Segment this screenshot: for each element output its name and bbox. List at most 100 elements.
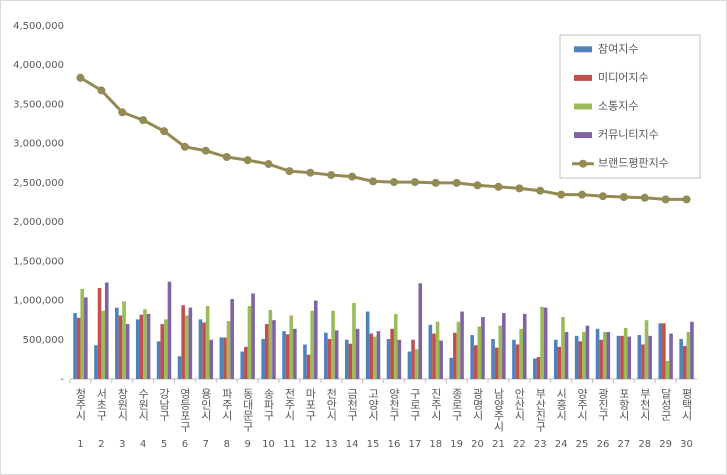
bar <box>348 343 353 379</box>
y-tick-label: 2,000,000 <box>13 217 64 228</box>
bar <box>662 323 666 379</box>
x-tick-label: 시흥시 <box>555 388 568 421</box>
line-marker <box>515 184 524 193</box>
bar <box>139 314 144 379</box>
line-marker <box>348 172 357 181</box>
bar <box>498 325 503 379</box>
bar <box>682 346 687 379</box>
line-marker <box>410 178 419 187</box>
line-marker <box>494 182 503 191</box>
bar <box>125 324 130 379</box>
y-tick-label: 4,500,000 <box>13 21 64 32</box>
bar <box>582 331 586 379</box>
line-marker <box>598 192 607 201</box>
bar <box>135 319 140 379</box>
bar <box>386 338 391 379</box>
bar <box>240 351 245 379</box>
x-tick-label: 포항시 <box>617 388 630 421</box>
x-rank-label: 18 <box>429 439 442 450</box>
bar <box>477 326 482 379</box>
bar <box>331 310 335 379</box>
x-rank-label: 23 <box>534 439 547 450</box>
x-tick-label: 청주시 <box>74 388 87 421</box>
x-tick-label: 용인시 <box>199 388 212 421</box>
x-rank-label: 5 <box>161 439 167 450</box>
x-rank-label: 10 <box>262 439 275 450</box>
line-marker <box>160 127 169 136</box>
bar <box>264 324 269 379</box>
bar <box>522 313 527 379</box>
x-tick-label: 양주시 <box>576 388 589 421</box>
bar <box>167 281 172 379</box>
bar <box>327 338 332 379</box>
bar <box>160 324 165 379</box>
x-tick-label: 수원시 <box>137 388 150 421</box>
bar <box>439 340 443 379</box>
bar <box>658 323 663 379</box>
bar <box>209 339 214 379</box>
legend-swatch <box>574 46 592 53</box>
bar <box>306 354 311 379</box>
bar <box>115 307 119 379</box>
legend-label: 브랜드평판지수 <box>598 157 669 170</box>
bar <box>289 315 294 379</box>
bar <box>533 358 537 379</box>
bar <box>470 335 474 379</box>
bar <box>198 319 203 379</box>
bar <box>272 320 276 379</box>
bar <box>585 325 590 379</box>
line-marker <box>389 178 398 187</box>
x-tick-label: 종로구 <box>450 388 463 421</box>
x-tick-label: 진주시 <box>429 388 442 421</box>
bar <box>620 335 624 379</box>
bar <box>223 337 227 379</box>
bar <box>202 322 206 379</box>
x-rank-label: 4 <box>140 439 146 450</box>
x-rank-label: 11 <box>283 439 296 450</box>
bar <box>365 311 370 379</box>
bar <box>268 309 273 379</box>
x-rank-label: 30 <box>680 439 693 450</box>
x-tick-label: 파주시 <box>220 388 233 421</box>
x-tick-label: 강남구 <box>158 388 171 421</box>
bar <box>679 338 683 379</box>
bar <box>94 345 98 379</box>
bar <box>553 339 558 379</box>
bar <box>310 310 314 379</box>
x-rank-label: 19 <box>450 439 463 450</box>
bar <box>473 345 478 379</box>
bar <box>177 356 182 379</box>
y-tick-label: 2,500,000 <box>13 178 64 189</box>
y-tick-label: 3,500,000 <box>13 99 64 110</box>
bar <box>143 309 147 379</box>
bar <box>76 317 81 379</box>
bar <box>641 344 645 379</box>
bar <box>226 320 231 379</box>
legend-label: 미디어지수 <box>598 71 649 84</box>
bar <box>373 336 377 379</box>
line-marker <box>222 153 231 162</box>
bar <box>261 338 265 379</box>
bar <box>627 336 632 379</box>
bar <box>73 313 77 379</box>
bar <box>355 328 360 379</box>
bar <box>637 335 642 379</box>
bar <box>344 339 349 379</box>
bar <box>407 351 412 379</box>
bar <box>104 282 109 379</box>
y-tick-label: 500,000 <box>23 335 64 346</box>
x-tick-label: 송파구 <box>262 388 275 421</box>
x-tick-label: 영등포구 <box>178 388 191 432</box>
x-rank-label: 9 <box>244 439 250 450</box>
line-marker <box>452 178 461 187</box>
bar <box>543 307 548 379</box>
bar <box>494 347 499 379</box>
x-rank-label: 29 <box>659 439 672 450</box>
legend-label: 소통지수 <box>598 100 638 113</box>
bar <box>644 320 649 379</box>
bar <box>188 307 193 379</box>
y-tick-label: 1,000,000 <box>13 296 64 307</box>
bar <box>690 321 694 379</box>
